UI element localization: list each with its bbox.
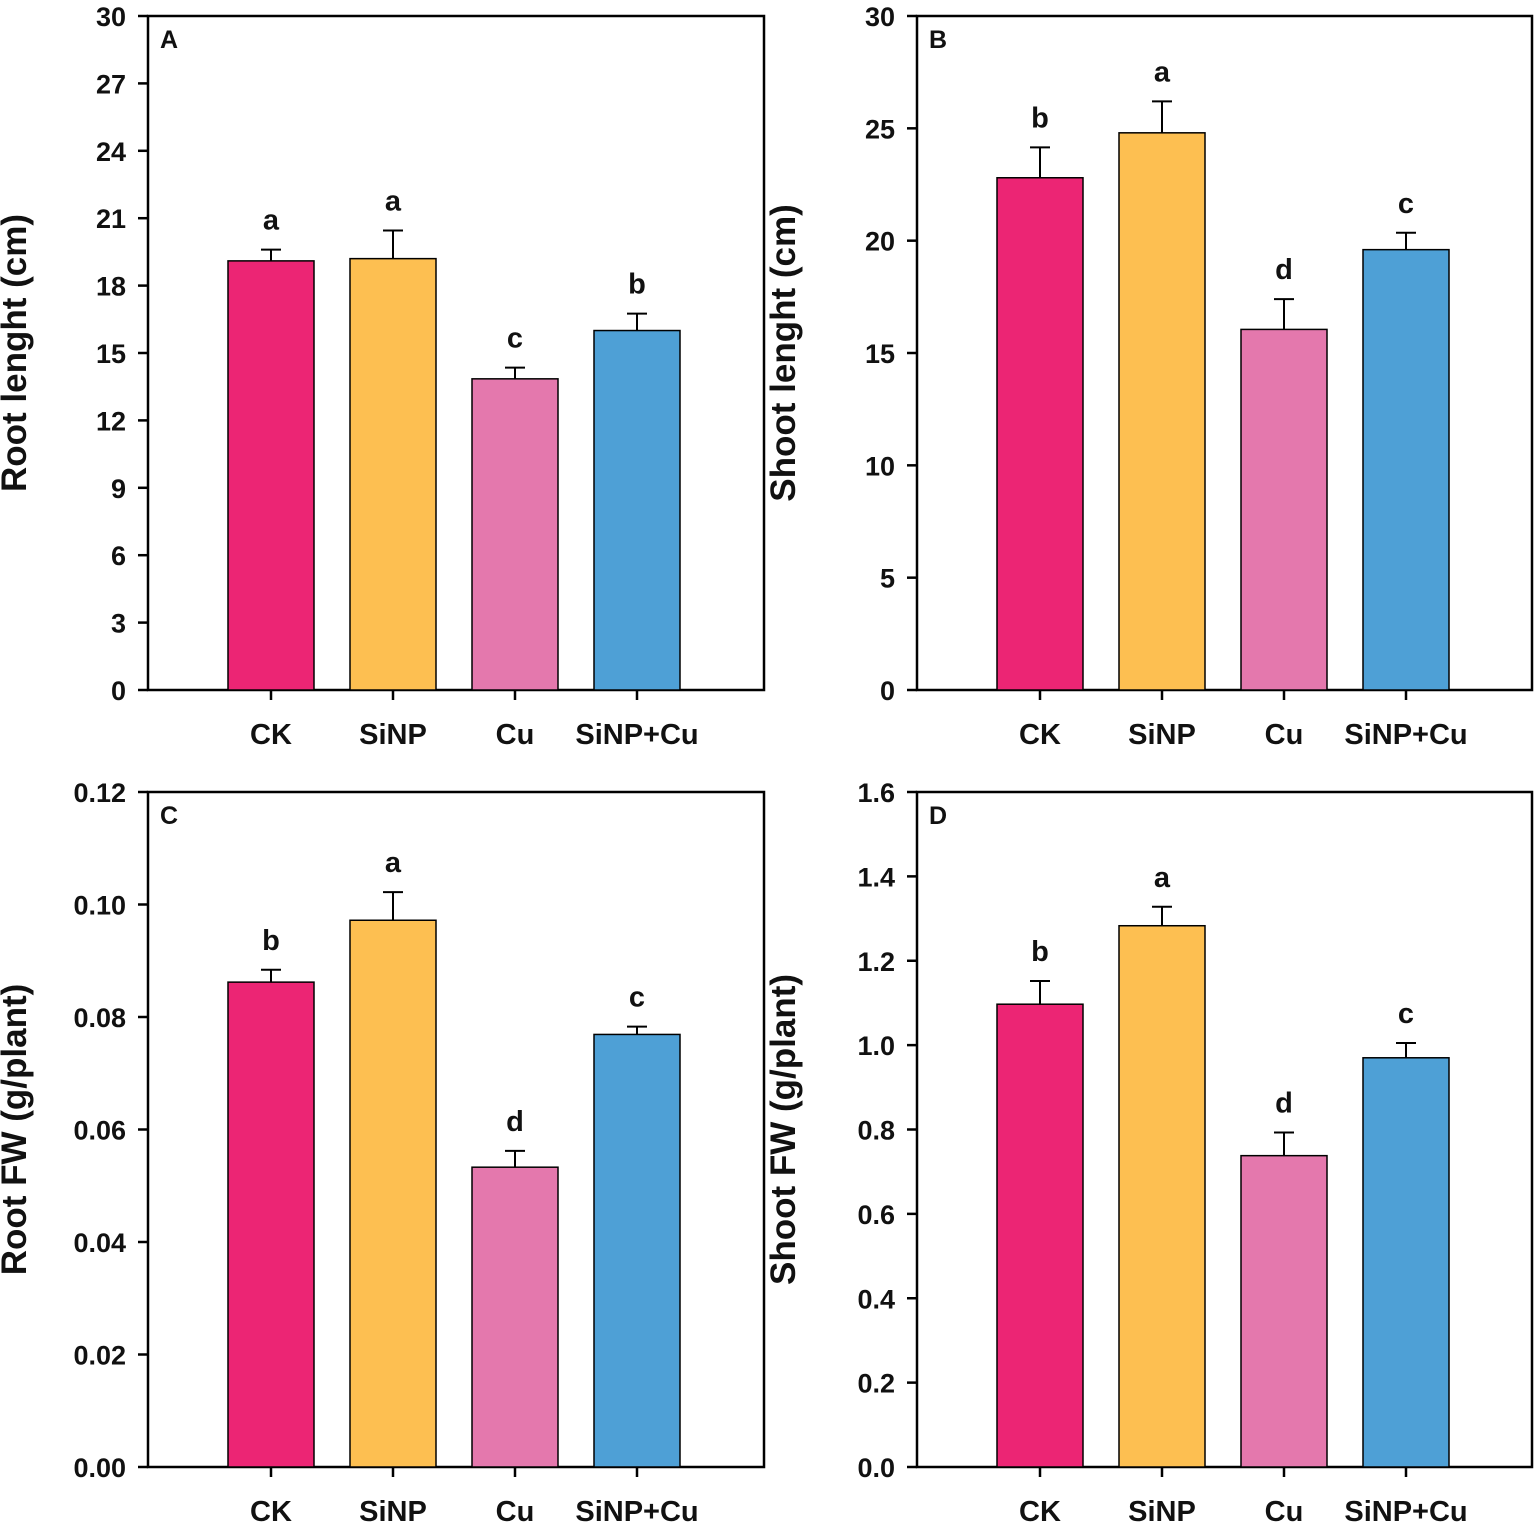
significance-label: b	[1031, 936, 1049, 968]
y-tick-label: 12	[96, 406, 126, 436]
y-axis-title: Root FW (g/plant)	[0, 984, 34, 1276]
bar-ck	[227, 260, 315, 691]
y-tick-label: 18	[96, 272, 126, 302]
bar-sinp-cu	[1362, 1057, 1450, 1468]
y-tick-label: 21	[96, 204, 126, 234]
x-tick-label: Cu	[1265, 719, 1304, 751]
y-tick-label: 0.0	[857, 1453, 895, 1483]
y-tick-label: 0.8	[857, 1116, 895, 1146]
x-tick-label: SiNP+Cu	[575, 719, 698, 751]
y-tick-label: 1.6	[857, 778, 895, 808]
x-tick-label: SiNP+Cu	[1344, 1496, 1467, 1528]
bar-sinp-cu	[593, 329, 681, 691]
significance-label: a	[385, 186, 402, 218]
x-tick-label: Cu	[496, 719, 535, 751]
panel-a: 0 3 6 9 12 15 18 21 24 27 30 Root lenght (cm) Aa CK a S…	[0, 2, 766, 751]
y-tick-label: 0.6	[857, 1200, 895, 1230]
y-tick-label: 0.12	[73, 778, 126, 808]
y-tick-label: 15	[96, 339, 126, 369]
x-tick-label: SiNP	[359, 719, 427, 751]
significance-label: c	[1398, 188, 1414, 220]
x-tick-label: CK	[250, 1496, 292, 1528]
bar-cu	[1240, 1154, 1328, 1468]
bar-cu	[471, 378, 559, 691]
y-tick-label: 20	[865, 227, 895, 257]
significance-label: c	[1398, 998, 1414, 1030]
y-axis-title: Root lenght (cm)	[0, 214, 34, 492]
y-tick-label: 30	[96, 2, 126, 32]
x-tick-label: SiNP+Cu	[575, 1496, 698, 1528]
y-tick-label: 5	[880, 564, 895, 594]
significance-label: a	[1154, 56, 1171, 88]
significance-label: a	[385, 847, 402, 879]
y-axis-title: Shoot FW (g/plant)	[764, 974, 803, 1285]
x-tick-label: SiNP	[1128, 1496, 1196, 1528]
x-tick-label: SiNP	[359, 1496, 427, 1528]
panel-b: 0 5 10 15 20 25 30 Shoot lenght (cm) Bb CK a SiNP d C…	[764, 2, 1534, 751]
bar-sinp	[1118, 132, 1206, 691]
bar-ck	[996, 1003, 1084, 1468]
y-tick-label: 1.4	[857, 862, 895, 892]
y-tick-label: 0.10	[73, 891, 126, 921]
y-axis-title: Shoot lenght (cm)	[764, 204, 803, 501]
y-tick-label: 1.0	[857, 1031, 895, 1061]
panel-label: C	[160, 802, 178, 830]
y-tick-label: 0.04	[73, 1228, 126, 1258]
bar-sinp	[1118, 924, 1206, 1468]
y-tick-label: 0.02	[73, 1341, 126, 1371]
x-tick-label: CK	[1019, 1496, 1061, 1528]
y-tick-label: 10	[865, 451, 895, 481]
x-tick-label: SiNP+Cu	[1344, 719, 1467, 751]
y-tick-label: 9	[111, 474, 126, 504]
panel-d: 0.0 0.2 0.4 0.6 0.8 1.0 1.2 1.4 1.6 Shoot FW (g/p…	[764, 778, 1534, 1528]
y-tick-label: 0.4	[857, 1284, 895, 1314]
bar-cu	[1240, 328, 1328, 691]
significance-label: d	[1275, 254, 1293, 286]
y-tick-label: 0.08	[73, 1003, 126, 1033]
significance-label: a	[263, 205, 280, 237]
y-tick-label: 0	[880, 676, 895, 706]
bar-sinp	[349, 919, 437, 1468]
panel-label: B	[929, 26, 947, 54]
y-tick-label: 3	[111, 609, 126, 639]
bar-ck	[996, 177, 1084, 691]
significance-label: b	[628, 269, 646, 301]
significance-label: c	[507, 323, 523, 355]
y-tick-label: 0.06	[73, 1116, 126, 1146]
significance-label: a	[1154, 862, 1171, 894]
y-tick-label: 15	[865, 339, 895, 369]
y-tick-label: 6	[111, 541, 126, 571]
y-tick-label: 30	[865, 2, 895, 32]
y-tick-label: 0.00	[73, 1453, 126, 1483]
panel-label: D	[929, 802, 947, 830]
significance-label: d	[506, 1106, 524, 1138]
x-tick-label: Cu	[1265, 1496, 1304, 1528]
x-tick-label: CK	[1019, 719, 1061, 751]
x-tick-label: SiNP	[1128, 719, 1196, 751]
bar-sinp-cu	[1362, 248, 1450, 691]
y-tick-label: 0	[111, 676, 126, 706]
bar-sinp-cu	[593, 1033, 681, 1468]
y-tick-label: 27	[96, 69, 126, 99]
significance-label: b	[262, 925, 280, 957]
bar-ck	[227, 981, 315, 1468]
y-tick-label: 25	[865, 114, 895, 144]
x-tick-label: CK	[250, 719, 292, 751]
y-tick-label: 0.2	[857, 1369, 895, 1399]
y-tick-label: 1.2	[857, 947, 895, 977]
significance-label: c	[629, 982, 645, 1014]
bar-sinp	[349, 257, 437, 691]
bar-cu	[471, 1166, 559, 1468]
panel-label: A	[160, 26, 178, 54]
significance-label: b	[1031, 102, 1049, 134]
panel-c: 0.00 0.02 0.04 0.06 0.08 0.10 0.12 Root FW (g/p…	[0, 778, 766, 1528]
y-tick-label: 24	[96, 137, 126, 167]
x-tick-label: Cu	[496, 1496, 535, 1528]
significance-label: d	[1275, 1087, 1293, 1119]
